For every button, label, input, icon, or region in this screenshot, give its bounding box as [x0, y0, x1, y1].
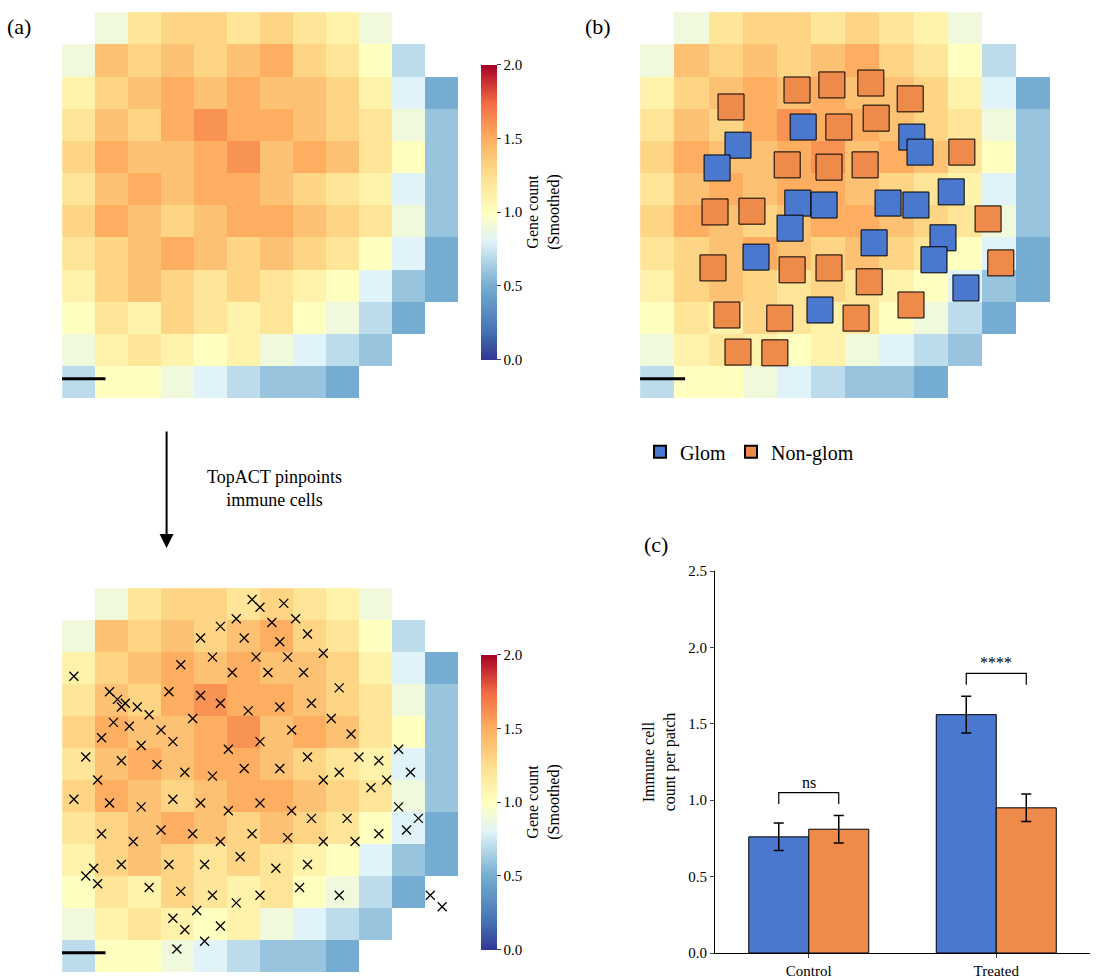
svg-text:(c): (c)	[644, 532, 668, 557]
svg-text:1.0: 1.0	[504, 794, 523, 810]
svg-text:2.0: 2.0	[504, 57, 523, 73]
svg-text:2.5: 2.5	[688, 563, 707, 579]
svg-text:1.5: 1.5	[504, 721, 523, 737]
svg-text:0.5: 0.5	[504, 278, 523, 294]
svg-text:ns: ns	[802, 774, 816, 791]
svg-text:Gene count(Smoothed): Gene count(Smoothed)	[524, 764, 563, 840]
svg-text:Control: Control	[786, 963, 832, 979]
svg-text:(b): (b)	[585, 14, 611, 39]
svg-text:TopACT pinpointsimmune cells: TopACT pinpointsimmune cells	[207, 467, 342, 510]
svg-text:1.5: 1.5	[688, 716, 707, 732]
svg-text:0.5: 0.5	[504, 868, 523, 884]
svg-text:****: ****	[980, 654, 1012, 671]
svg-text:Non-glom: Non-glom	[771, 442, 854, 465]
svg-text:1.0: 1.0	[688, 792, 707, 808]
svg-text:1.5: 1.5	[504, 131, 523, 147]
svg-text:Gene count(Smoothed): Gene count(Smoothed)	[524, 174, 563, 250]
svg-text:(a): (a)	[7, 14, 31, 39]
svg-text:0.0: 0.0	[504, 352, 523, 368]
svg-text:0.5: 0.5	[688, 869, 707, 885]
svg-text:0.0: 0.0	[688, 945, 707, 961]
svg-text:Treated: Treated	[974, 963, 1020, 979]
svg-text:0.0: 0.0	[504, 942, 523, 958]
svg-text:1.0: 1.0	[504, 204, 523, 220]
svg-text:Glom: Glom	[680, 442, 726, 464]
svg-text:2.0: 2.0	[688, 640, 707, 656]
svg-text:2.0: 2.0	[504, 647, 523, 663]
svg-text:Immune cellcount per patch: Immune cellcount per patch	[640, 713, 679, 812]
